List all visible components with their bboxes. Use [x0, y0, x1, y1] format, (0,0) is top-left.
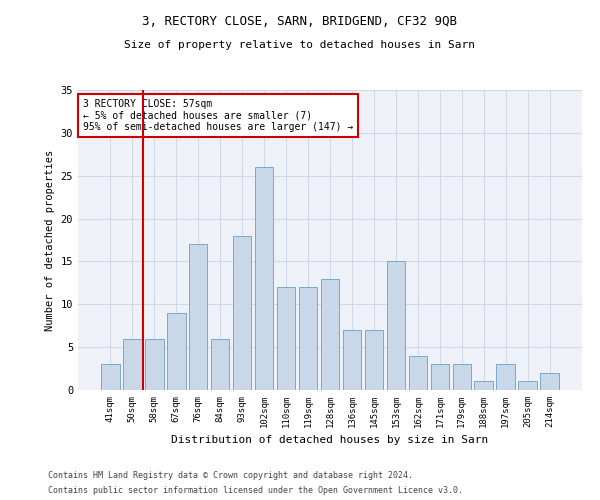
Bar — [386, 262, 405, 390]
Bar — [496, 364, 515, 390]
Bar — [123, 338, 142, 390]
Bar — [452, 364, 471, 390]
Bar — [101, 364, 119, 390]
Bar — [475, 382, 493, 390]
Bar — [299, 287, 317, 390]
Bar — [277, 287, 295, 390]
Y-axis label: Number of detached properties: Number of detached properties — [45, 150, 55, 330]
Bar — [211, 338, 229, 390]
Bar — [541, 373, 559, 390]
Bar — [518, 382, 537, 390]
Bar — [431, 364, 449, 390]
Text: 3, RECTORY CLOSE, SARN, BRIDGEND, CF32 9QB: 3, RECTORY CLOSE, SARN, BRIDGEND, CF32 9… — [143, 15, 458, 28]
Text: 3 RECTORY CLOSE: 57sqm
← 5% of detached houses are smaller (7)
95% of semi-detac: 3 RECTORY CLOSE: 57sqm ← 5% of detached … — [83, 99, 353, 132]
Bar — [343, 330, 361, 390]
Bar — [255, 167, 274, 390]
Text: Contains HM Land Registry data © Crown copyright and database right 2024.: Contains HM Land Registry data © Crown c… — [48, 471, 413, 480]
X-axis label: Distribution of detached houses by size in Sarn: Distribution of detached houses by size … — [172, 436, 488, 446]
Bar — [189, 244, 208, 390]
Bar — [409, 356, 427, 390]
Bar — [320, 278, 340, 390]
Bar — [145, 338, 164, 390]
Text: Size of property relative to detached houses in Sarn: Size of property relative to detached ho… — [125, 40, 476, 50]
Bar — [167, 313, 185, 390]
Bar — [365, 330, 383, 390]
Bar — [233, 236, 251, 390]
Text: Contains public sector information licensed under the Open Government Licence v3: Contains public sector information licen… — [48, 486, 463, 495]
